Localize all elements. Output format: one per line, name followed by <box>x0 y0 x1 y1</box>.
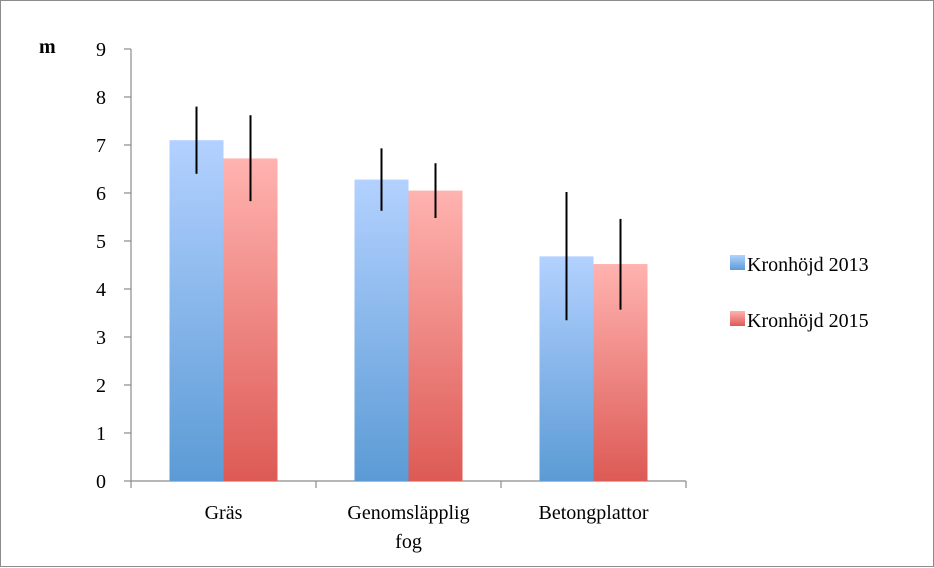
x-tick-label: Betongplattor <box>539 502 649 524</box>
y-tick-label: 2 <box>96 375 106 397</box>
y-axis-unit-label: m <box>39 36 56 58</box>
legend-swatch-1 <box>730 311 745 326</box>
y-tick-label: 0 <box>96 471 106 493</box>
y-tick-label: 1 <box>96 423 106 445</box>
y-tick-label: 5 <box>96 231 106 253</box>
legend-label-0: Kronhöjd 2013 <box>747 254 869 276</box>
plot-area: 0 1 2 3 4 5 6 7 8 9 m Gräs Genomsläpplig fog Betongpla… <box>39 36 687 553</box>
legend: Kronhöjd 2013 Kronhöjd 2015 <box>730 254 869 332</box>
y-tick-label: 4 <box>96 279 106 301</box>
y-tick-label: 6 <box>96 183 106 205</box>
bar-1-0 <box>223 158 278 481</box>
x-tick-label: Gräs <box>205 502 243 524</box>
bar-0-0 <box>169 140 224 481</box>
bar-1-1 <box>408 190 463 481</box>
y-tick-label: 9 <box>96 39 106 61</box>
legend-swatch-0 <box>730 255 745 270</box>
legend-label-1: Kronhöjd 2015 <box>747 310 869 332</box>
y-tick-label: 7 <box>96 135 106 157</box>
bar-0-1 <box>354 179 409 481</box>
y-tick-label: 8 <box>96 87 106 109</box>
y-tick-label: 3 <box>96 327 106 349</box>
x-tick-label: Genomsläpplig fog <box>347 502 469 553</box>
